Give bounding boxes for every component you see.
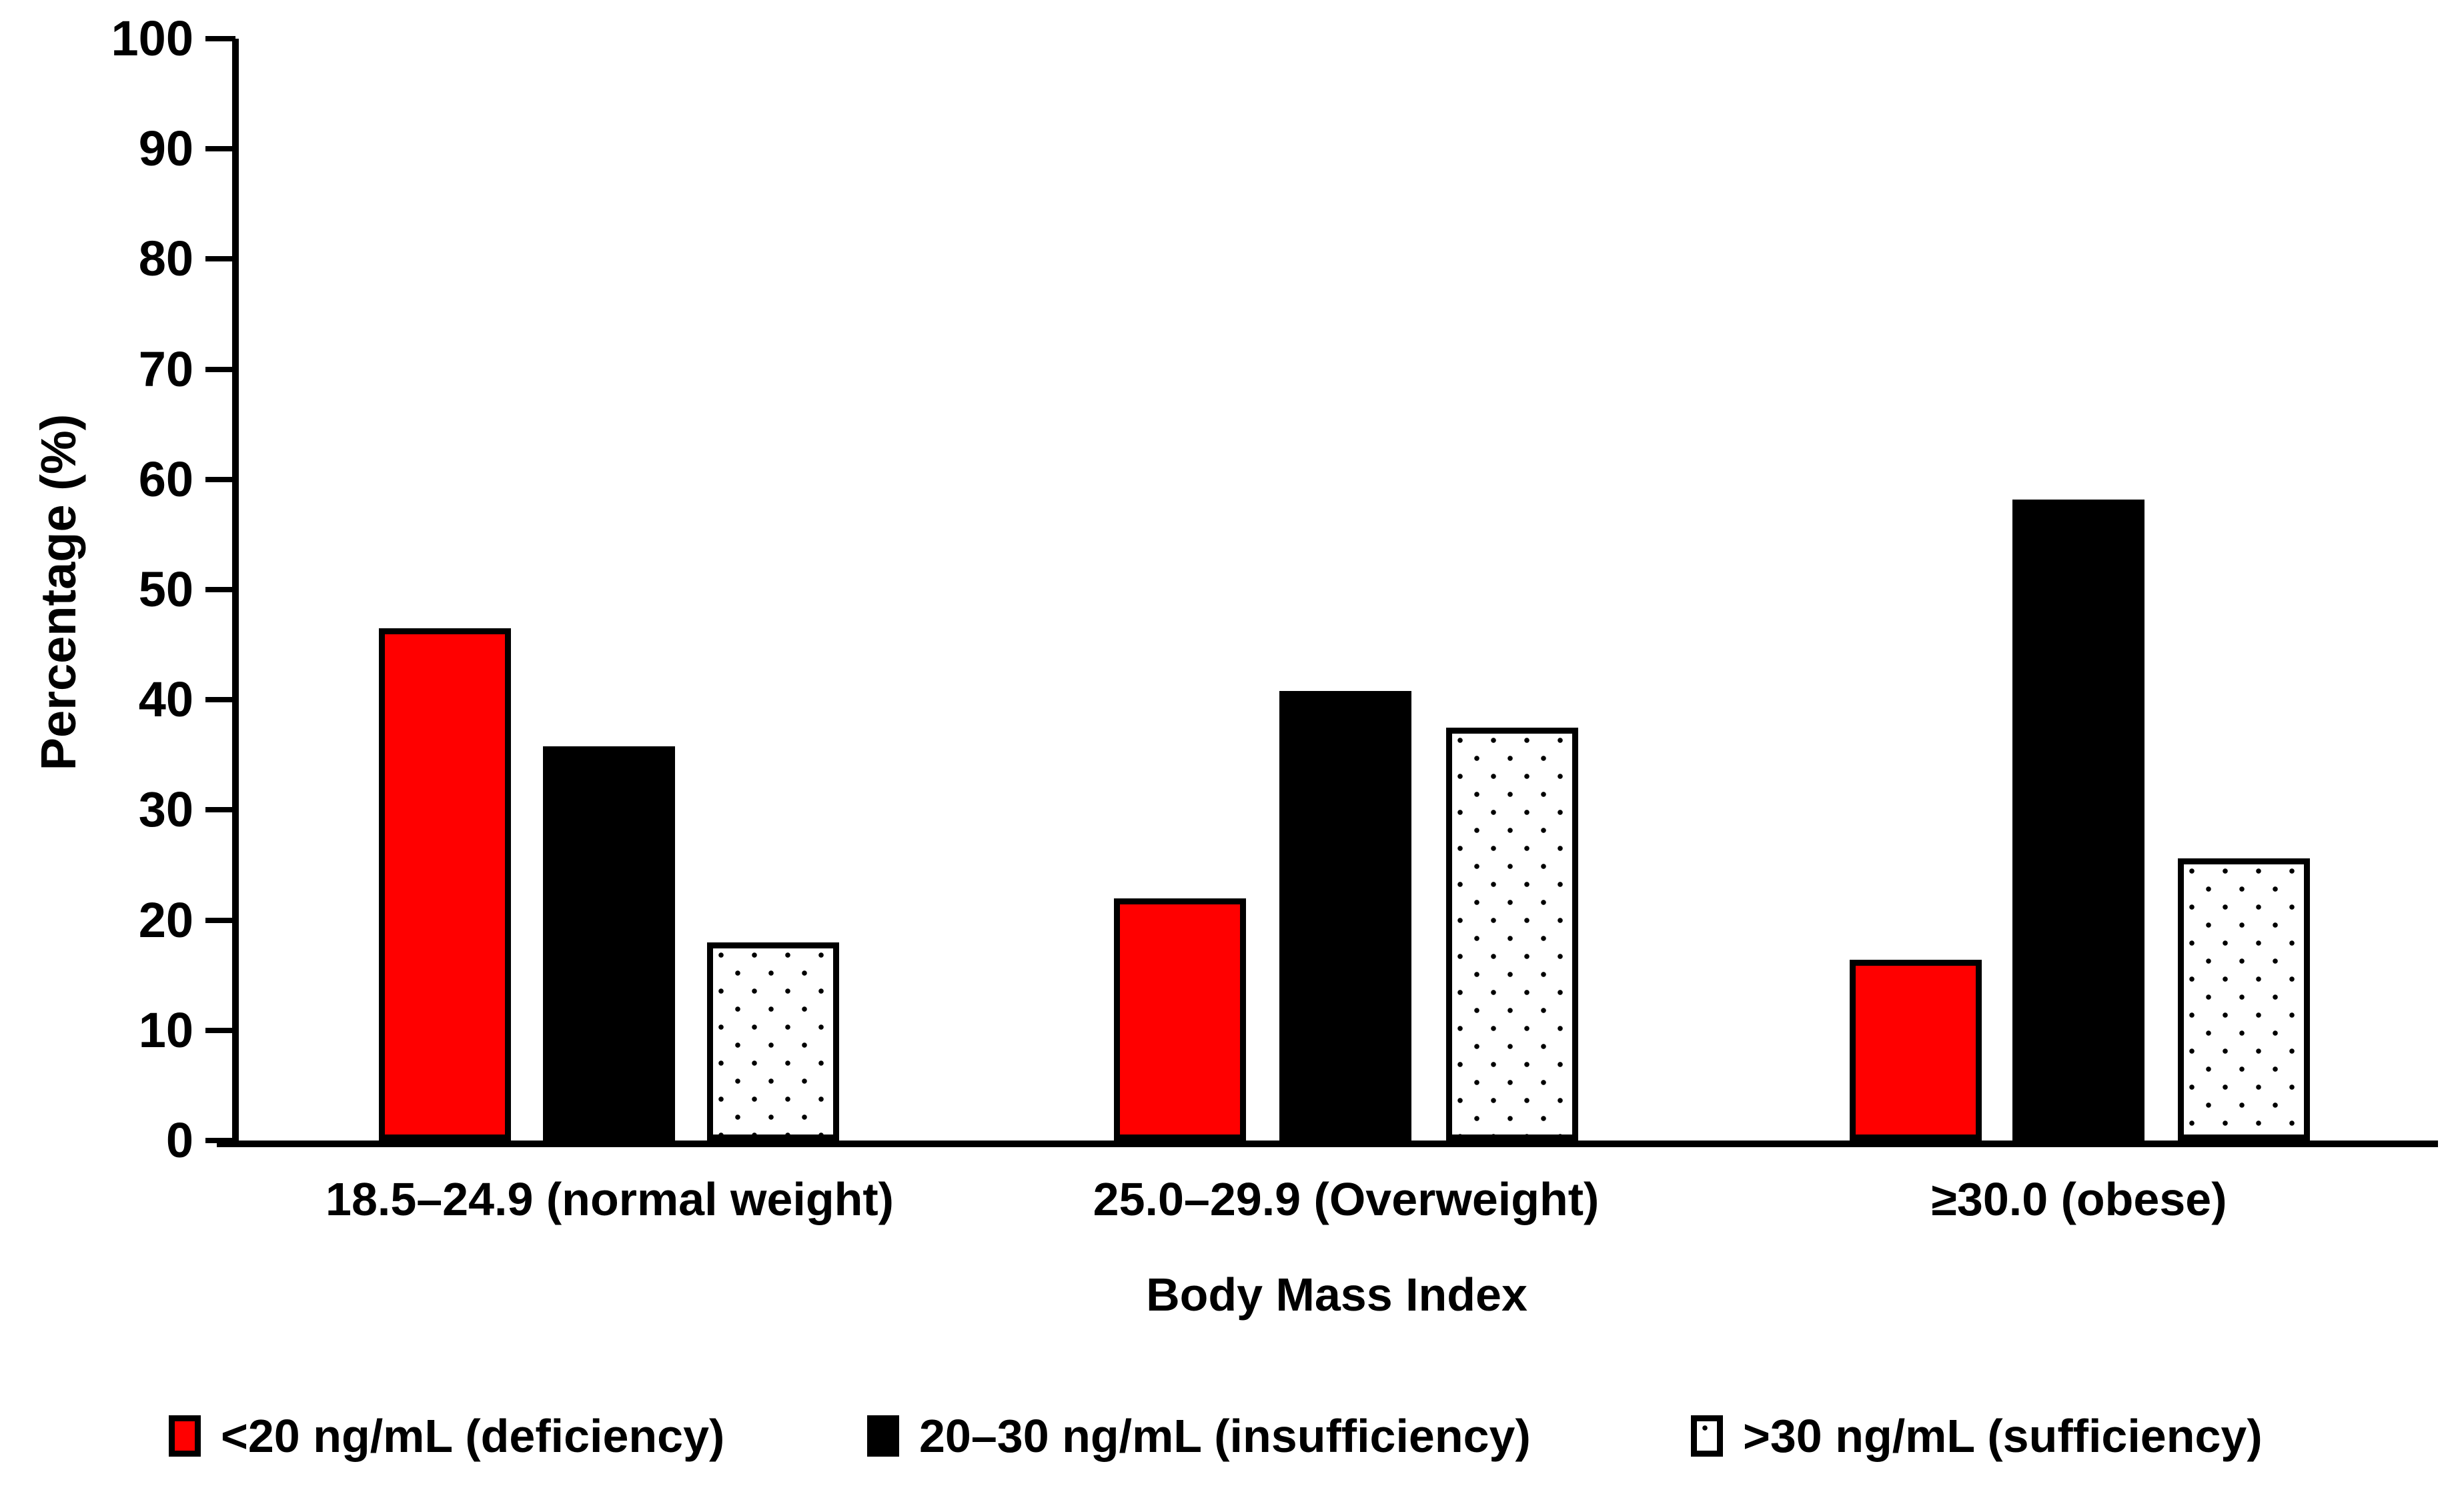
legend-label-1: <20 ng/mL (deficiency) [221,1410,725,1462]
y-tick-50 [205,587,235,592]
legend-label-3: >30 ng/mL (sufficiency) [1743,1410,2263,1462]
y-tick-70 [205,366,235,372]
bar-group1-series3 [707,942,839,1141]
y-tick-label-20: 20 [138,892,193,948]
y-tick-40 [205,697,235,703]
y-tick-label-50: 50 [138,562,193,617]
y-tick-label-30: 30 [138,782,193,838]
y-tick-label-90: 90 [138,121,193,177]
category-label-3: ≥30.0 (obese) [1931,1173,2227,1225]
y-tick-90 [205,146,235,152]
bar-group2-series2 [1279,690,1411,1141]
y-axis-line [232,39,239,1147]
y-tick-20 [205,917,235,923]
category-label-1: 18.5–24.9 (normal weight) [326,1173,894,1225]
y-tick-label-70: 70 [138,341,193,397]
legend-swatch-2 [867,1415,899,1457]
legend-swatch-1 [169,1415,201,1457]
bar-group3-series2 [2012,499,2144,1141]
y-tick-label-0: 0 [165,1112,193,1168]
y-tick-label-60: 60 [138,451,193,507]
legend-item-2: 20–30 ng/mL (insufficiency) [867,1399,1531,1473]
x-axis-title: Body Mass Index [1146,1269,1527,1321]
y-tick-label-10: 10 [138,1002,193,1058]
legend-item-1: <20 ng/mL (deficiency) [169,1399,724,1473]
y-tick-100 [205,36,235,41]
x-axis-line [217,1141,2438,1147]
bar-group3-series3 [2178,858,2310,1141]
y-tick-label-80: 80 [138,231,193,287]
legend-item-3: >30 ng/mL (sufficiency) [1691,1399,2263,1473]
y-tick-30 [205,807,235,813]
bar-group1-series1 [379,628,511,1141]
y-tick-0 [205,1138,235,1143]
bar-group2-series1 [1114,898,1246,1141]
bar-group2-series3 [1446,727,1578,1141]
y-tick-label-40: 40 [138,672,193,728]
legend-swatch-3 [1691,1415,1723,1457]
y-tick-80 [205,256,235,262]
y-tick-60 [205,476,235,482]
category-label-2: 25.0–29.9 (Overweight) [1093,1173,1600,1225]
plot-area [235,39,2438,1141]
bar-group1-series2 [543,746,675,1141]
bar-group3-series1 [1850,960,1982,1141]
y-tick-10 [205,1027,235,1033]
legend-label-2: 20–30 ng/mL (insufficiency) [919,1410,1531,1462]
y-tick-label-100: 100 [111,11,193,66]
